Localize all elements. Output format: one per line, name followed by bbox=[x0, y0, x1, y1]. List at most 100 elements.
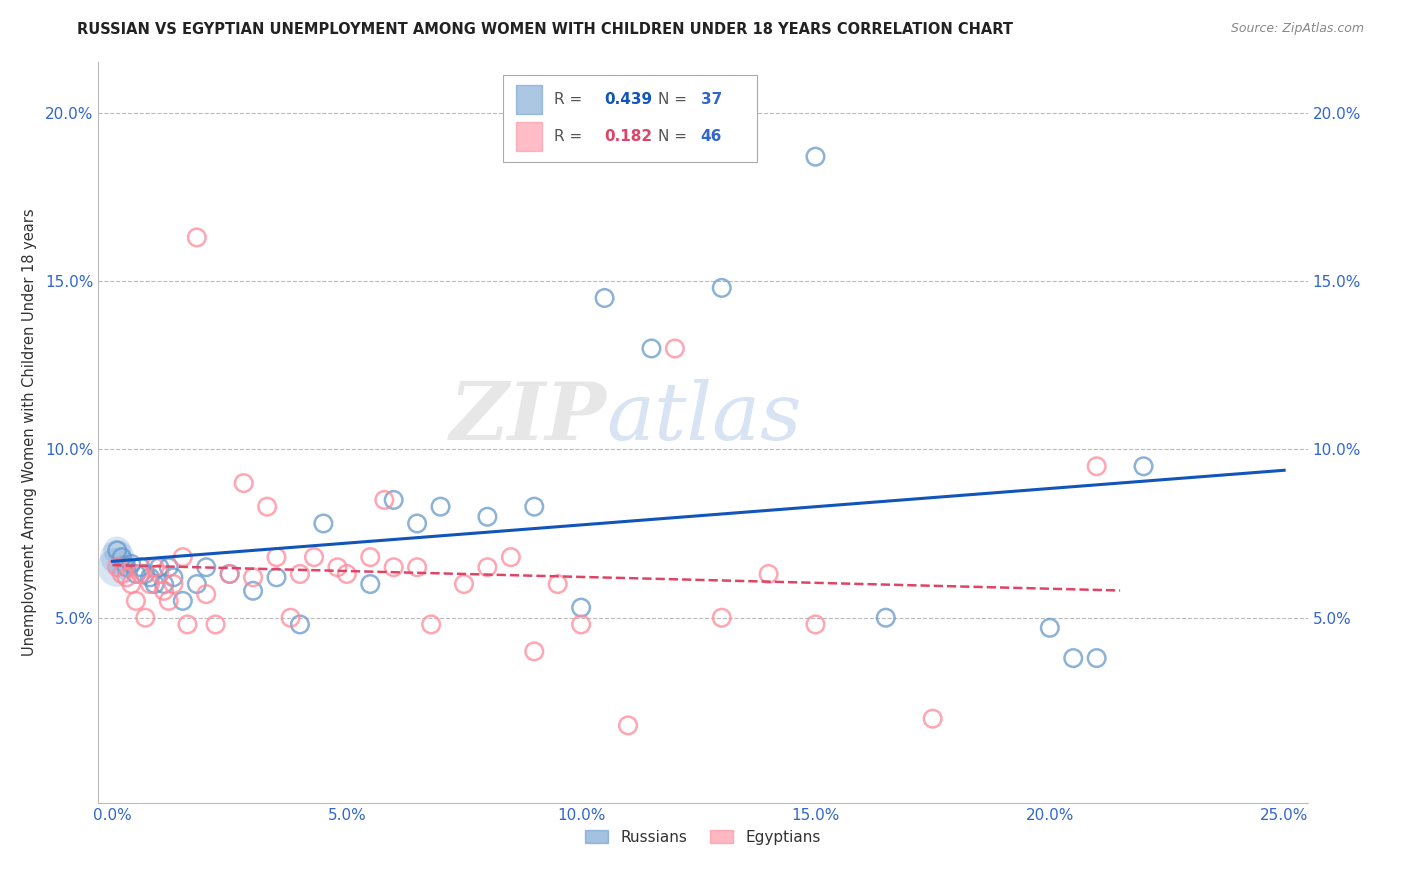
Point bbox=[569, 617, 592, 632]
Point bbox=[312, 516, 335, 531]
Point bbox=[172, 550, 194, 565]
Point bbox=[804, 617, 827, 632]
Point bbox=[120, 557, 142, 571]
Text: RUSSIAN VS EGYPTIAN UNEMPLOYMENT AMONG WOMEN WITH CHILDREN UNDER 18 YEARS CORREL: RUSSIAN VS EGYPTIAN UNEMPLOYMENT AMONG W… bbox=[77, 22, 1014, 37]
Point bbox=[593, 291, 616, 305]
Point bbox=[105, 560, 128, 574]
Text: Source: ZipAtlas.com: Source: ZipAtlas.com bbox=[1230, 22, 1364, 36]
Point bbox=[710, 610, 733, 624]
Text: N =: N = bbox=[658, 92, 692, 107]
Point bbox=[288, 566, 311, 581]
Point bbox=[359, 550, 381, 565]
Point bbox=[143, 577, 166, 591]
Point bbox=[288, 617, 311, 632]
Point bbox=[157, 594, 180, 608]
Point bbox=[125, 566, 148, 581]
Point bbox=[105, 560, 128, 574]
Point bbox=[111, 550, 134, 565]
Point bbox=[111, 566, 134, 581]
Legend: Russians, Egyptians: Russians, Egyptians bbox=[579, 823, 827, 851]
Point bbox=[186, 577, 208, 591]
Text: R =: R = bbox=[554, 92, 588, 107]
Point bbox=[359, 577, 381, 591]
Point bbox=[195, 587, 218, 601]
Point bbox=[547, 577, 569, 591]
Point bbox=[406, 560, 429, 574]
Point bbox=[477, 560, 499, 574]
Point bbox=[139, 570, 162, 584]
Point bbox=[453, 577, 475, 591]
Point bbox=[242, 583, 264, 598]
Point bbox=[266, 570, 288, 584]
Point bbox=[280, 610, 302, 624]
Point bbox=[134, 610, 156, 624]
Y-axis label: Unemployment Among Women with Children Under 18 years: Unemployment Among Women with Children U… bbox=[22, 209, 37, 657]
Point bbox=[176, 617, 198, 632]
Point bbox=[111, 560, 134, 574]
Point bbox=[875, 610, 897, 624]
Point bbox=[266, 550, 288, 565]
Point bbox=[242, 570, 264, 584]
Point bbox=[148, 566, 170, 581]
Point bbox=[302, 550, 325, 565]
Point bbox=[256, 500, 278, 514]
Point bbox=[162, 577, 184, 591]
Point bbox=[710, 281, 733, 295]
Point bbox=[382, 560, 405, 574]
Point bbox=[1062, 651, 1084, 665]
Point bbox=[1085, 459, 1108, 474]
Point bbox=[218, 566, 240, 581]
Point bbox=[143, 560, 166, 574]
Text: 37: 37 bbox=[700, 92, 721, 107]
Point bbox=[105, 543, 128, 558]
Point bbox=[664, 342, 686, 356]
Text: ZIP: ZIP bbox=[450, 379, 606, 457]
Point bbox=[157, 560, 180, 574]
Point bbox=[382, 492, 405, 507]
Point bbox=[120, 577, 142, 591]
Point bbox=[148, 560, 170, 574]
Point bbox=[420, 617, 443, 632]
FancyBboxPatch shape bbox=[516, 85, 543, 114]
Point bbox=[804, 150, 827, 164]
Point bbox=[499, 550, 522, 565]
Text: atlas: atlas bbox=[606, 379, 801, 457]
Point bbox=[218, 566, 240, 581]
Point bbox=[204, 617, 226, 632]
Text: R =: R = bbox=[554, 129, 588, 144]
Point bbox=[1039, 621, 1062, 635]
Point bbox=[429, 500, 451, 514]
Point bbox=[125, 594, 148, 608]
Point bbox=[1132, 459, 1154, 474]
Point bbox=[1085, 651, 1108, 665]
FancyBboxPatch shape bbox=[503, 75, 758, 162]
Point bbox=[172, 594, 194, 608]
Point bbox=[153, 577, 176, 591]
Text: 0.439: 0.439 bbox=[603, 92, 652, 107]
Point bbox=[232, 476, 254, 491]
Point bbox=[153, 583, 176, 598]
Point bbox=[129, 566, 152, 581]
Point bbox=[921, 712, 943, 726]
Point bbox=[758, 566, 780, 581]
Point bbox=[139, 577, 162, 591]
Point bbox=[115, 560, 138, 574]
Text: 0.182: 0.182 bbox=[603, 129, 652, 144]
Point bbox=[105, 550, 128, 565]
Point bbox=[186, 230, 208, 244]
Point bbox=[569, 600, 592, 615]
Text: N =: N = bbox=[658, 129, 692, 144]
FancyBboxPatch shape bbox=[516, 121, 543, 152]
Point bbox=[129, 560, 152, 574]
Point bbox=[523, 644, 546, 658]
Point bbox=[477, 509, 499, 524]
Point bbox=[134, 566, 156, 581]
Point bbox=[336, 566, 359, 581]
Point bbox=[162, 570, 184, 584]
Point bbox=[406, 516, 429, 531]
Point bbox=[105, 543, 128, 558]
Point bbox=[195, 560, 218, 574]
Text: 46: 46 bbox=[700, 129, 721, 144]
Point bbox=[326, 560, 349, 574]
Point bbox=[373, 492, 395, 507]
